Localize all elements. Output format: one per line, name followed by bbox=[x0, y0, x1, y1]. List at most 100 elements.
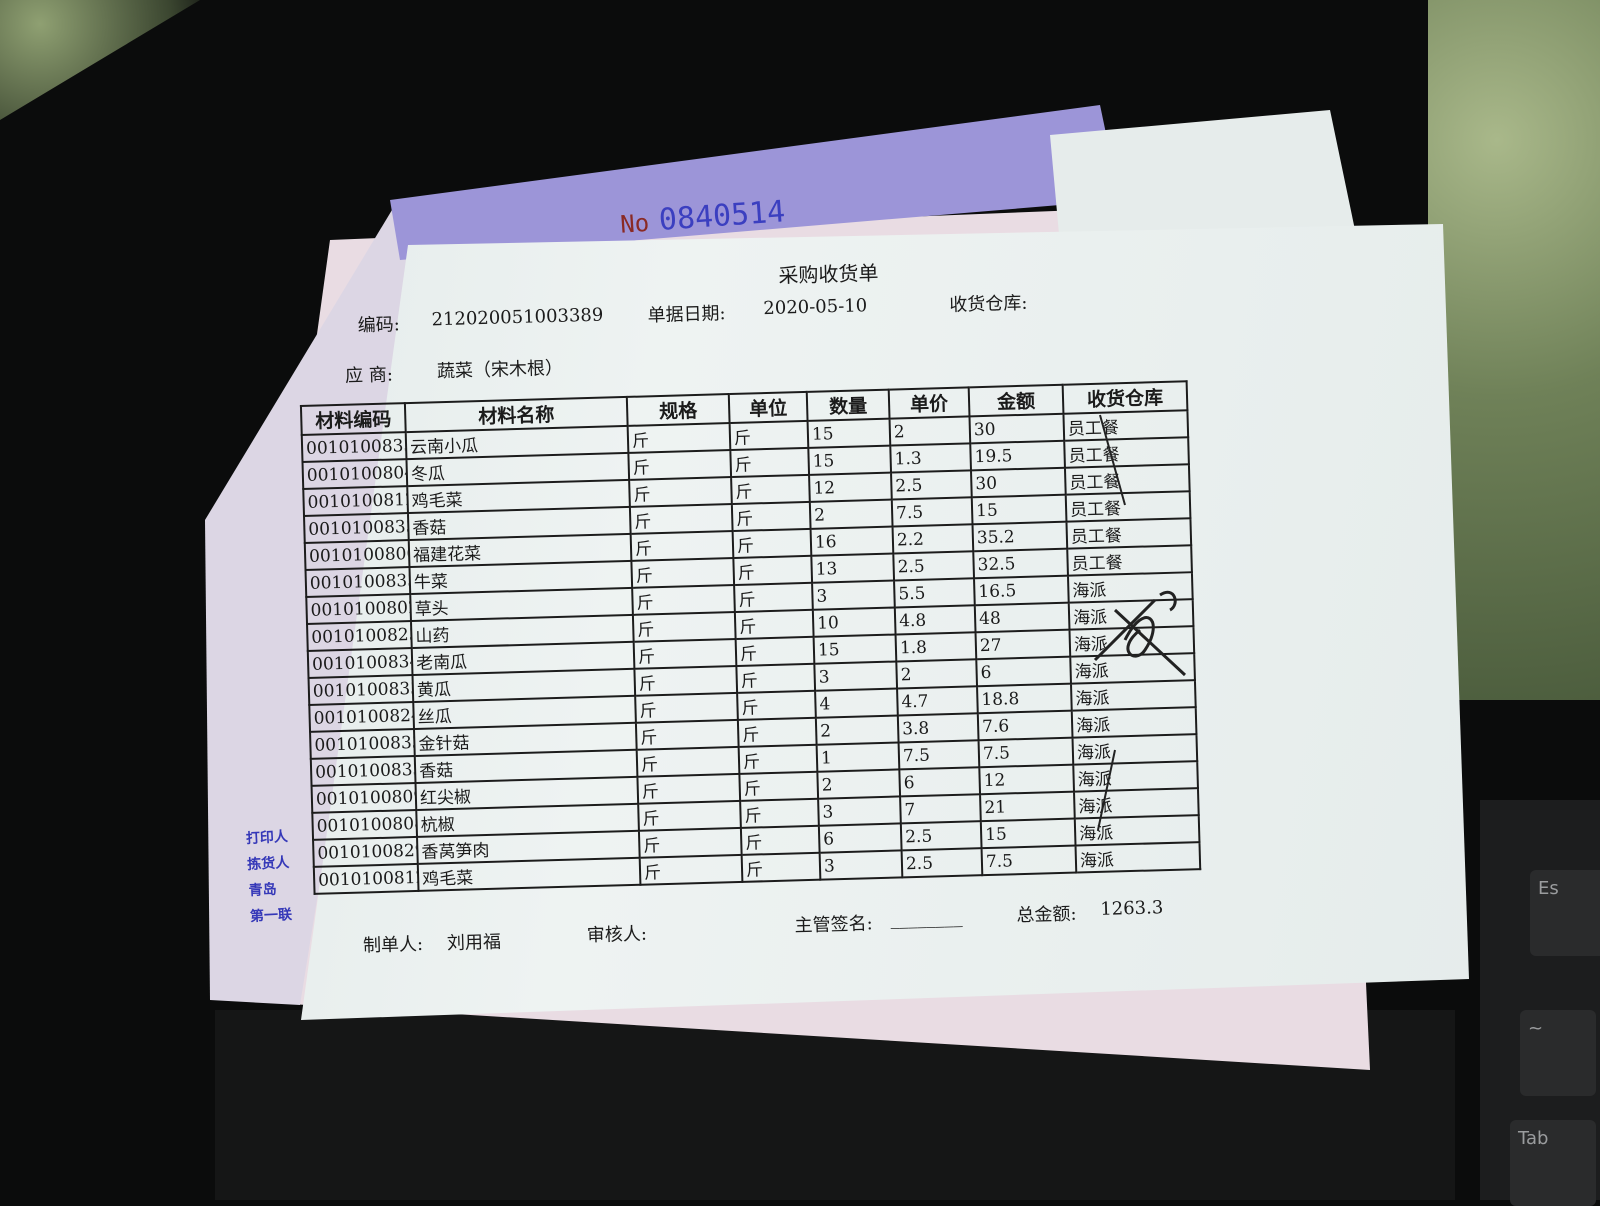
table-cell: 斤 bbox=[740, 798, 819, 828]
table-cell: 2 bbox=[889, 416, 971, 446]
table-cell: 35.2 bbox=[972, 521, 1068, 552]
table-cell: 斤 bbox=[729, 420, 809, 451]
table-cell: 3 bbox=[819, 850, 903, 880]
table-cell: 48 bbox=[974, 602, 1070, 633]
table-cell: 0010100824 bbox=[309, 702, 415, 732]
table-cell: 16 bbox=[810, 526, 894, 556]
table-cell: 13 bbox=[811, 553, 895, 583]
table-cell: 0010100833 bbox=[310, 728, 415, 759]
table-cell: 斤 bbox=[627, 423, 731, 453]
table-cell: 2.5 bbox=[900, 821, 982, 851]
table-cell: 2.5 bbox=[901, 848, 983, 878]
table-cell: 4 bbox=[815, 688, 898, 718]
table-cell: 4.7 bbox=[897, 686, 978, 716]
table-cell: 斤 bbox=[736, 663, 816, 693]
table-cell: 2.5 bbox=[891, 470, 972, 500]
supervisor-label: 主管签名: bbox=[794, 913, 873, 937]
table-cell: 斤 bbox=[734, 609, 814, 639]
table-cell: 斤 bbox=[730, 447, 810, 478]
column-header: 金额 bbox=[968, 384, 1064, 417]
table-cell: 0010100812 bbox=[303, 486, 408, 516]
table-cell: 0010100833 bbox=[301, 432, 407, 463]
total-value: 1263.3 bbox=[1100, 897, 1164, 920]
maker-value: 刘用福 bbox=[446, 931, 502, 955]
warehouse-label: 收货仓库: bbox=[949, 292, 1028, 316]
table-cell: 32.5 bbox=[973, 548, 1068, 579]
table-cell: 员工餐 bbox=[1067, 545, 1192, 576]
table-cell: 斤 bbox=[632, 585, 735, 615]
table-cell: 斤 bbox=[737, 717, 817, 747]
date-label: 单据日期: bbox=[647, 303, 726, 327]
keyboard: Es ~ Tab bbox=[1480, 800, 1600, 1206]
table-cell: 7.5 bbox=[981, 845, 1077, 876]
table-cell: 斤 bbox=[739, 771, 819, 801]
table-cell: 2 bbox=[817, 769, 901, 799]
table-cell: 海派 bbox=[1071, 707, 1197, 738]
supervisor-signature-line: ________ bbox=[890, 906, 963, 930]
table-cell: 1 bbox=[816, 742, 900, 772]
table-cell: 15 bbox=[980, 818, 1076, 849]
table-cell: 0010100809 bbox=[311, 782, 417, 813]
table-cell: 0010100833 bbox=[310, 755, 416, 786]
green-tablecloth-corner bbox=[0, 0, 200, 120]
column-header: 材料编码 bbox=[300, 403, 406, 436]
table-cell: 斤 bbox=[737, 690, 816, 720]
copy-stamp-text: 打印人 拣货人 青岛 第一联 bbox=[245, 828, 293, 926]
table-cell: 海派 bbox=[1075, 842, 1201, 873]
column-header: 单位 bbox=[728, 391, 808, 424]
table-cell: 斤 bbox=[628, 450, 732, 480]
table-cell: 30 bbox=[969, 413, 1065, 444]
table-cell: 斤 bbox=[636, 746, 740, 777]
table-cell: 2 bbox=[815, 715, 899, 745]
table-cell: 斤 bbox=[638, 800, 741, 831]
column-header: 收货仓库 bbox=[1062, 381, 1188, 414]
table-cell: 员工餐 bbox=[1066, 518, 1192, 549]
reviewer-label: 审核人: bbox=[586, 923, 648, 947]
code-label: 编码: bbox=[357, 314, 401, 337]
table-cell: 3.8 bbox=[897, 713, 979, 743]
table-cell: 7 bbox=[900, 794, 981, 824]
table-cell: 斤 bbox=[635, 692, 738, 723]
table-cell: 斤 bbox=[633, 638, 737, 669]
table-cell: 斤 bbox=[735, 636, 815, 666]
table-cell: 12 bbox=[979, 764, 1075, 795]
table-cell: 2.2 bbox=[892, 524, 974, 554]
table-cell: 斤 bbox=[634, 665, 738, 696]
table-cell: 7.6 bbox=[977, 710, 1073, 741]
table-cell: 斤 bbox=[631, 558, 735, 588]
table-cell: 15 bbox=[813, 634, 897, 664]
table-cell: 7.5 bbox=[898, 740, 980, 770]
table-cell: 18.8 bbox=[977, 683, 1072, 714]
column-header: 单价 bbox=[888, 387, 970, 419]
table-cell: 0010100806 bbox=[304, 540, 410, 570]
table-cell: 30 bbox=[970, 467, 1066, 498]
supplier-value: 蔬菜（宋木根） bbox=[436, 357, 564, 383]
esc-key: Es bbox=[1530, 870, 1600, 956]
table-cell: 3 bbox=[812, 580, 895, 610]
table-cell: 0010100812 bbox=[313, 863, 419, 894]
table-cell: 斤 bbox=[734, 582, 813, 612]
table-cell: 斤 bbox=[629, 504, 733, 534]
table-cell: 1.8 bbox=[895, 632, 977, 662]
table-cell: 6 bbox=[976, 656, 1071, 687]
table-cell: 0010100834 bbox=[307, 648, 413, 678]
table-cell: 15 bbox=[971, 494, 1067, 525]
table-cell: 斤 bbox=[637, 773, 741, 804]
table-cell: 2 bbox=[809, 499, 893, 529]
supplier-label: 应 商: bbox=[344, 364, 394, 387]
check-mark-stroke bbox=[1099, 414, 1126, 506]
table-cell: 2.5 bbox=[893, 551, 975, 581]
table-cell: 0010100804 bbox=[302, 459, 408, 489]
table-cell: 斤 bbox=[731, 474, 810, 505]
handwritten-signature bbox=[1093, 590, 1187, 677]
table-cell: 鸡毛菜 bbox=[417, 857, 641, 891]
table-cell: 斤 bbox=[639, 854, 743, 885]
table-cell: 19.5 bbox=[970, 440, 1065, 471]
table-cell: 4.8 bbox=[894, 605, 976, 635]
table-cell: 斤 bbox=[731, 501, 811, 532]
table-cell: 斤 bbox=[630, 531, 734, 561]
table-cell: 15 bbox=[807, 418, 891, 448]
table-cell: 0010100833 bbox=[304, 513, 409, 543]
